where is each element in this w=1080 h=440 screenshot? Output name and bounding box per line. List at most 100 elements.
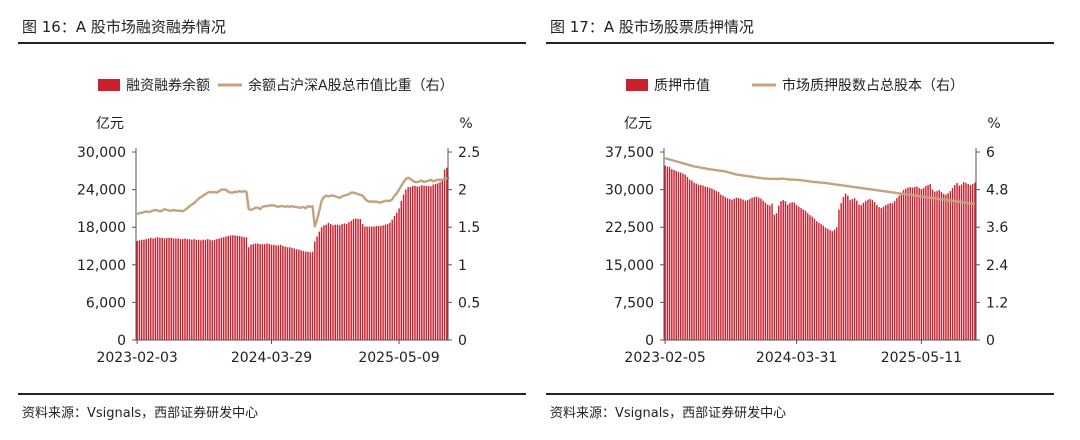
bar xyxy=(418,186,421,340)
bar xyxy=(749,199,751,340)
bar xyxy=(186,239,188,340)
bar xyxy=(373,226,375,340)
bar xyxy=(434,183,437,340)
bar xyxy=(218,238,220,340)
bar xyxy=(145,239,147,340)
bar xyxy=(405,189,407,340)
x-tick-label: 2024-03-29 xyxy=(231,350,312,366)
right-tick-label: 0 xyxy=(986,333,995,349)
bar xyxy=(375,225,377,340)
bar xyxy=(298,249,300,340)
bar xyxy=(927,185,929,340)
bar xyxy=(421,185,423,340)
bar xyxy=(359,219,362,340)
source-rule xyxy=(18,393,526,395)
source-note: 资料来源：Vsignals，西部证券研发中心 xyxy=(22,406,259,421)
bar xyxy=(163,238,166,340)
bar xyxy=(695,183,698,340)
bar xyxy=(947,193,949,340)
bar xyxy=(414,185,416,340)
bar xyxy=(154,237,157,340)
left-tick-label: 0 xyxy=(117,333,126,349)
bar xyxy=(951,188,954,340)
bar xyxy=(840,203,842,340)
bar xyxy=(782,200,784,340)
bar xyxy=(243,237,245,340)
bar xyxy=(878,207,880,340)
bar xyxy=(751,197,753,340)
bar xyxy=(302,251,305,340)
bar xyxy=(693,182,695,340)
x-tick-label: 2023-02-03 xyxy=(96,350,177,366)
legend-label-bars: 质押市值 xyxy=(654,77,710,94)
bar xyxy=(389,222,391,340)
bar xyxy=(355,218,357,340)
bar xyxy=(384,224,387,340)
bar xyxy=(853,198,856,340)
bar xyxy=(229,235,232,340)
bar xyxy=(949,191,952,340)
bar xyxy=(684,174,686,340)
right-tick-label: 1 xyxy=(458,258,467,274)
bar xyxy=(807,213,809,340)
bar xyxy=(733,198,735,340)
bar xyxy=(920,189,923,340)
bar xyxy=(325,224,327,340)
bar xyxy=(936,191,938,340)
chart-panel-margin: 图 16：A 股市场融资融券情况 融资融券余额 余额占沪深A股总市值比重（右） 亿元… xyxy=(18,0,528,440)
bar xyxy=(715,191,718,340)
bar xyxy=(402,194,405,340)
bar xyxy=(764,202,767,340)
bar xyxy=(263,244,266,340)
bar xyxy=(811,216,813,340)
bar xyxy=(393,215,396,340)
left-tick-label: 0 xyxy=(645,333,654,349)
bar xyxy=(934,191,936,340)
axes: 0 7,500 15,000 22,500 30,000 37,500 0 1.2 2.4 3.6… xyxy=(605,145,1008,366)
bar xyxy=(368,226,371,340)
bar xyxy=(791,202,793,340)
bar xyxy=(842,197,845,340)
bar xyxy=(261,244,264,340)
bar xyxy=(762,200,764,340)
bar xyxy=(275,245,277,340)
bar xyxy=(758,197,760,340)
bar xyxy=(181,239,184,340)
bar xyxy=(686,177,689,340)
left-tick-label: 24,000 xyxy=(77,183,126,199)
bar xyxy=(813,218,816,340)
bar xyxy=(156,237,159,340)
bar xyxy=(370,226,373,340)
bar xyxy=(929,184,932,340)
bar xyxy=(386,224,389,340)
bar xyxy=(266,243,268,340)
bar xyxy=(222,237,225,340)
bar xyxy=(159,237,161,340)
bar xyxy=(439,182,441,340)
bar xyxy=(168,237,170,340)
bar xyxy=(882,206,885,340)
left-tick-label: 15,000 xyxy=(605,258,654,274)
bar xyxy=(673,170,675,340)
bar xyxy=(668,167,671,340)
bar xyxy=(191,239,193,340)
bar xyxy=(345,224,348,340)
bar xyxy=(760,198,762,340)
line-series xyxy=(136,176,450,228)
bar xyxy=(746,200,749,340)
right-tick-label: 0.5 xyxy=(458,295,480,311)
x-tick-label: 2025-05-09 xyxy=(358,350,439,366)
bar xyxy=(188,239,191,340)
bar xyxy=(316,236,318,340)
bar xyxy=(967,184,969,340)
bar xyxy=(911,187,914,340)
bar xyxy=(893,201,896,340)
bar xyxy=(361,224,364,340)
bar xyxy=(209,239,211,340)
right-axis-unit: % xyxy=(459,116,472,132)
right-axis-unit: % xyxy=(987,116,1000,132)
bar xyxy=(827,228,829,340)
bar xyxy=(293,248,296,340)
bar xyxy=(856,200,858,340)
bar xyxy=(974,182,976,340)
